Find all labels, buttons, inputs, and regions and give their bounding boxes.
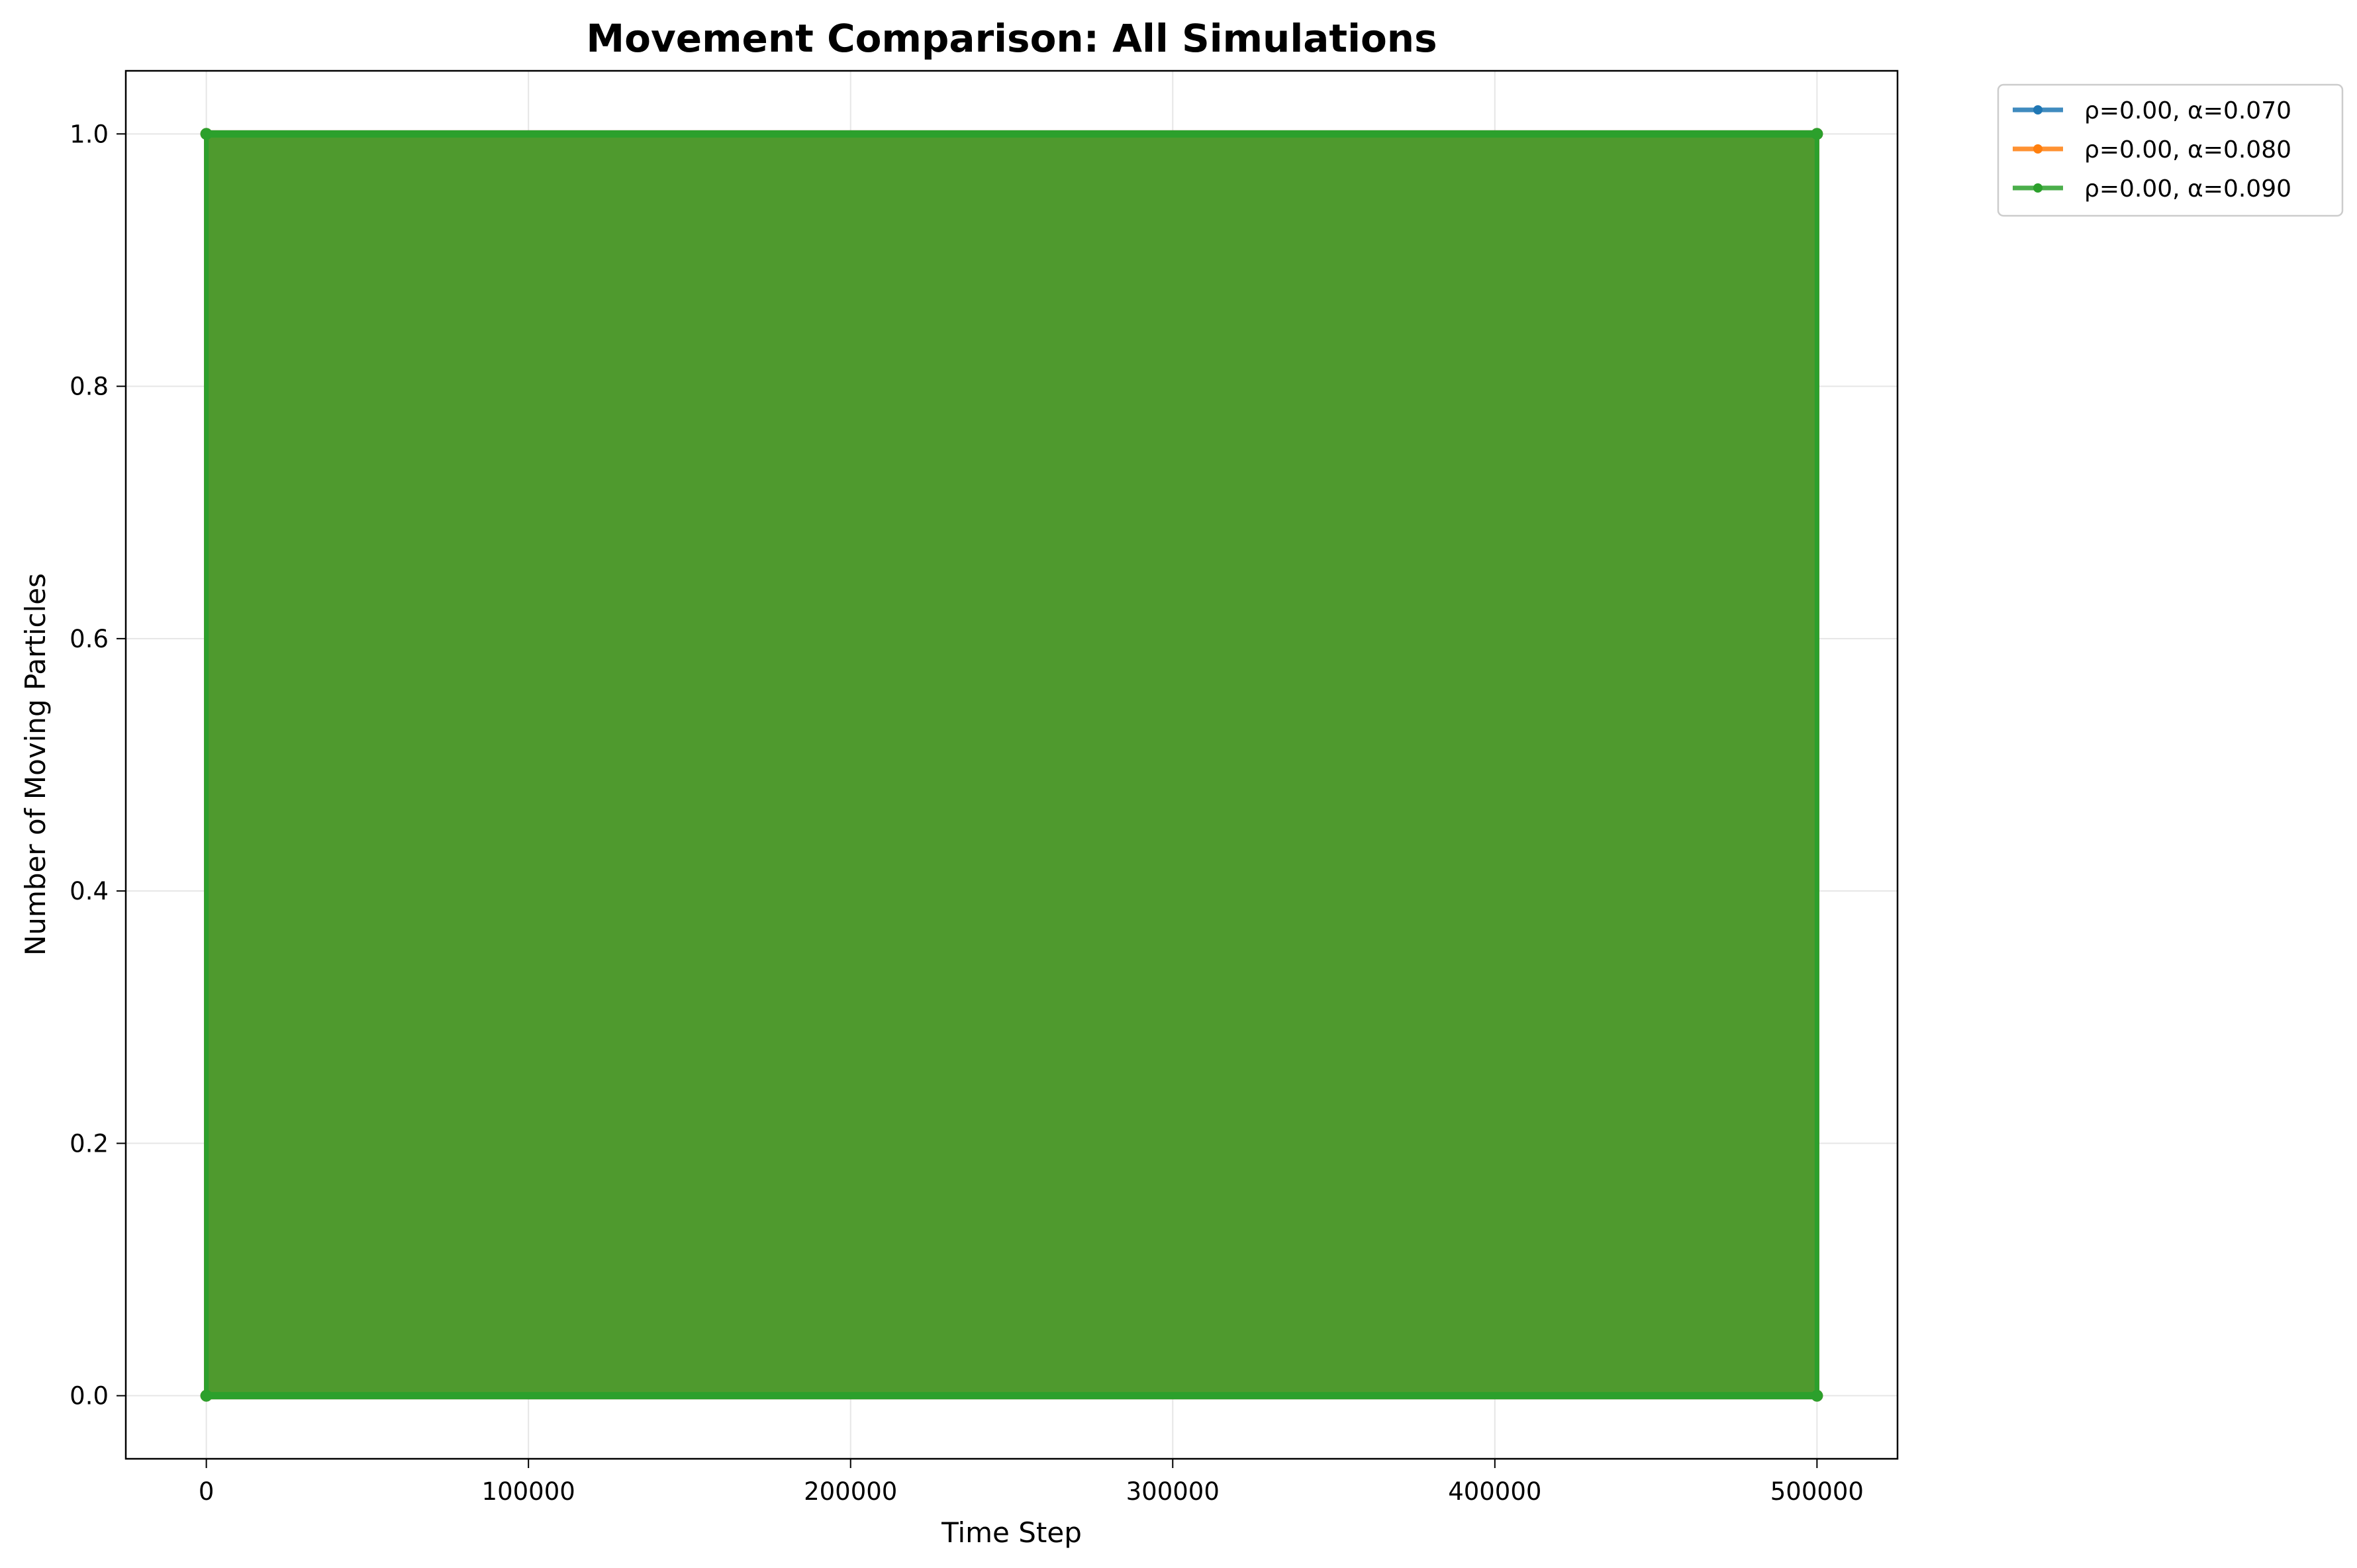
x-tick-label: 400000 — [1448, 1477, 1541, 1506]
x-axis: 0 100000 200000 300000 400000 500000 — [199, 1459, 1864, 1506]
y-tick-label: 0.4 — [70, 877, 109, 905]
y-tick-label: 0.6 — [70, 625, 109, 653]
x-tick-label: 100000 — [482, 1477, 575, 1506]
legend: ρ=0.00, α=0.070 ρ=0.00, α=0.080 ρ=0.00, α=… — [1997, 83, 2344, 217]
legend-label: ρ=0.00, α=0.070 — [2084, 97, 2291, 124]
legend-label: ρ=0.00, α=0.080 — [2084, 136, 2291, 163]
plot-frame — [124, 69, 1899, 1460]
series-marker — [1811, 1389, 1823, 1402]
series-band — [206, 134, 1817, 1396]
legend-marker — [2033, 105, 2043, 115]
legend-box — [1997, 83, 2344, 217]
series-marker — [1811, 128, 1823, 140]
legend-marker — [2033, 183, 2043, 193]
series-marker — [200, 128, 213, 140]
y-tick-label: 1.0 — [70, 120, 109, 148]
chart-title: Movement Comparison: All Simulations — [586, 16, 1437, 61]
y-tick-label: 0.8 — [70, 373, 109, 401]
legend-item: ρ=0.00, α=0.080 — [2013, 136, 2291, 163]
legend-label: ρ=0.00, α=0.090 — [2084, 175, 2291, 203]
legend-item: ρ=0.00, α=0.090 — [2013, 175, 2291, 203]
y-tick-label: 0.0 — [70, 1382, 109, 1410]
x-tick-label: 200000 — [804, 1477, 897, 1506]
x-tick-label: 0 — [199, 1477, 215, 1506]
legend-marker — [2033, 144, 2043, 154]
series-3 — [200, 128, 1823, 1402]
y-tick-label: 0.2 — [70, 1129, 109, 1158]
x-axis-label: Time Step — [941, 1516, 1082, 1549]
series-marker — [200, 1389, 213, 1402]
x-tick-label: 500000 — [1770, 1477, 1864, 1506]
y-axis: 0.0 0.2 0.4 0.6 0.8 1.0 — [70, 120, 126, 1410]
legend-item: ρ=0.00, α=0.070 — [2013, 97, 2291, 124]
y-axis-label: Number of Moving Particles — [19, 573, 52, 956]
series-layer — [200, 128, 1823, 1402]
x-tick-label: 300000 — [1126, 1477, 1220, 1506]
